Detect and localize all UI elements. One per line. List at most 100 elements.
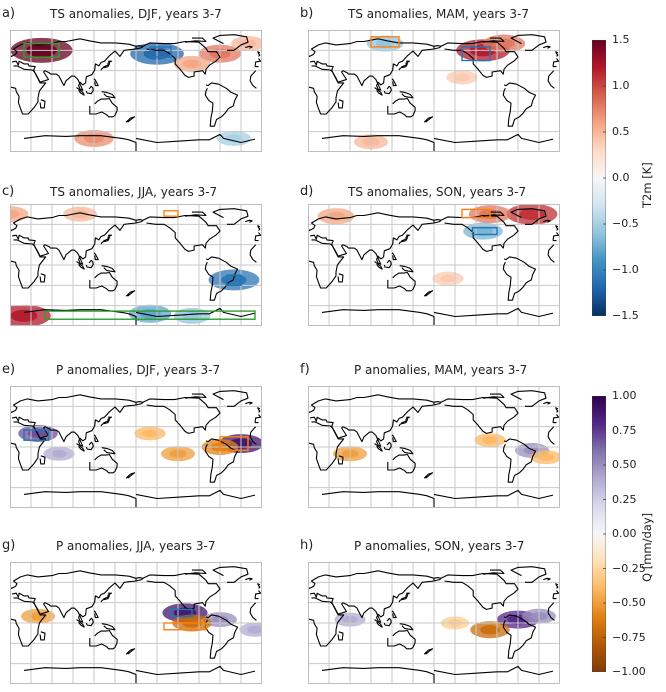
coastline <box>543 45 551 49</box>
map-p-jja <box>10 562 262 684</box>
region-box <box>226 274 242 287</box>
coastline <box>85 259 94 269</box>
region-box <box>23 42 60 58</box>
coastline <box>245 45 253 49</box>
coastline <box>184 211 207 217</box>
anomaly-hotspot-core <box>473 226 493 236</box>
colorbar-tick-label: 1.5 <box>612 33 630 46</box>
coastline <box>184 37 207 43</box>
colorbar-tick-label: −0.75 <box>612 630 646 644</box>
coastline <box>337 273 344 283</box>
coastline <box>387 629 416 650</box>
anomaly-hotspot-core <box>519 208 545 220</box>
coastline <box>23 133 256 152</box>
coastline <box>89 97 118 118</box>
coastline <box>308 421 557 471</box>
colorbar-tick-label: −0.5 <box>612 217 639 230</box>
coastline <box>374 619 383 628</box>
region-box <box>44 310 256 320</box>
panel-g: g) P anomalies, JJA, years 3-7 <box>2 538 262 686</box>
coastline <box>85 617 94 627</box>
colorbar-tick-label: −1.5 <box>612 309 639 322</box>
map-ts-mam <box>308 30 560 152</box>
colorbar-tick-label: 0.0 <box>612 171 630 184</box>
coastline <box>482 393 505 399</box>
colorbar-label: Q [mm/day] <box>640 512 654 582</box>
panel-title: P anomalies, JJA, years 3-7 <box>56 539 216 553</box>
coastline <box>10 65 259 115</box>
coastline <box>398 234 411 245</box>
coastline <box>308 394 560 447</box>
coastline <box>204 438 239 483</box>
colorbar-tick-label: 1.00 <box>612 389 637 402</box>
anomaly-hotspot-core <box>10 209 20 219</box>
coastline <box>135 401 144 406</box>
coastline <box>398 416 411 427</box>
coastline <box>482 37 505 43</box>
panel-title: P anomalies, DJF, years 3-7 <box>56 363 221 377</box>
colorbar-tick-label: 1.0 <box>612 79 630 92</box>
coastline <box>321 307 554 326</box>
coastline <box>212 208 249 225</box>
panel-title: TS anomalies, JJA, years 3-7 <box>50 185 218 199</box>
panel-label: g) <box>2 538 16 553</box>
map-frame <box>10 562 262 684</box>
coastline <box>502 438 537 483</box>
coastline <box>399 265 414 273</box>
coastline <box>374 87 383 96</box>
anomaly-hotspot-core <box>480 625 500 635</box>
coastline <box>502 82 537 127</box>
coastline <box>212 390 249 407</box>
anomaly-hotspot-core <box>538 453 554 462</box>
coastline <box>10 570 262 623</box>
anomaly-hotspot-core <box>29 612 47 621</box>
coastline <box>245 219 253 223</box>
coastline <box>245 577 253 581</box>
coastline <box>321 489 554 508</box>
coastline <box>204 256 239 301</box>
anomaly-hotspot-core <box>247 625 262 634</box>
coastline <box>543 401 551 405</box>
map-ts-son <box>308 204 560 326</box>
coastline <box>76 87 85 96</box>
panel-title: P anomalies, SON, years 3-7 <box>354 539 525 553</box>
coastline <box>39 455 46 465</box>
coastline <box>184 569 207 575</box>
map-p-mam <box>308 386 560 508</box>
anomaly-hotspot-core <box>51 449 67 458</box>
region-box <box>149 46 172 58</box>
colorbar-tick-label: −0.25 <box>612 561 646 575</box>
region-box <box>370 36 400 48</box>
colorbar-label: T2m [K] <box>640 162 654 208</box>
coastline <box>10 597 259 647</box>
coastline <box>10 394 262 447</box>
coastline <box>184 393 207 399</box>
coastline <box>399 91 414 99</box>
coastline <box>100 592 113 603</box>
coastline <box>93 252 99 261</box>
coastline <box>543 577 551 581</box>
coastline <box>337 455 344 465</box>
coastline <box>85 85 94 95</box>
map-frame <box>10 204 262 326</box>
panel-label: b) <box>300 6 314 21</box>
panel-title: TS anomalies, MAM, years 3-7 <box>348 7 530 21</box>
coastline <box>89 271 118 292</box>
panel-title: P anomalies, MAM, years 3-7 <box>354 363 528 377</box>
coastline <box>89 629 118 650</box>
coastline <box>433 401 442 406</box>
map-frame <box>10 386 262 508</box>
coastline <box>399 447 414 455</box>
colorbar-temperature: 1.5 1.0 0.5 0.0 −0.5 −1.0 −1.5 T2m [K] <box>592 33 662 322</box>
coastline <box>383 85 392 95</box>
colorbar-gradient <box>592 396 606 672</box>
map-frame <box>308 562 560 684</box>
coastline <box>308 239 557 289</box>
coastline <box>502 614 537 659</box>
coastline <box>89 453 118 474</box>
coastline <box>101 623 116 631</box>
coastline <box>308 570 560 623</box>
coastline <box>433 577 442 582</box>
colorbar-gradient <box>592 40 606 316</box>
region-box <box>170 608 193 617</box>
